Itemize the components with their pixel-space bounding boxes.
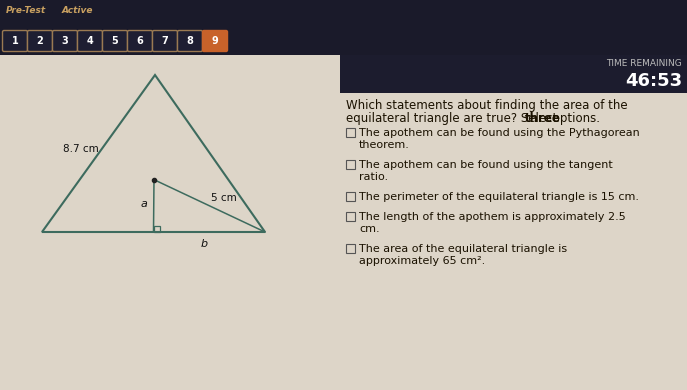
Text: 5 cm: 5 cm (211, 193, 236, 203)
Bar (153, 226, 159, 232)
Text: 7: 7 (161, 36, 168, 46)
Text: Pre-Test: Pre-Test (6, 6, 46, 15)
Text: 1: 1 (12, 36, 19, 46)
Text: theorem.: theorem. (359, 140, 410, 150)
Polygon shape (42, 75, 265, 232)
Text: a: a (141, 199, 148, 209)
Text: 8.7 cm: 8.7 cm (63, 144, 98, 154)
Bar (346, 192, 355, 201)
Text: 4: 4 (87, 36, 93, 46)
FancyBboxPatch shape (78, 30, 102, 51)
Bar (346, 160, 355, 169)
Bar (340, 55, 687, 93)
Text: Active: Active (62, 6, 93, 15)
FancyBboxPatch shape (177, 30, 203, 51)
Text: 3: 3 (62, 36, 69, 46)
FancyBboxPatch shape (153, 30, 177, 51)
Bar (0, 55, 687, 390)
Text: b: b (201, 239, 207, 249)
FancyBboxPatch shape (3, 30, 27, 51)
Bar (346, 128, 355, 137)
Text: Which statements about finding the area of the: Which statements about finding the area … (346, 99, 628, 112)
Text: The area of the equilateral triangle is: The area of the equilateral triangle is (359, 244, 567, 254)
FancyBboxPatch shape (203, 30, 227, 51)
Text: 46:53: 46:53 (625, 72, 682, 90)
Text: The apothem can be found using the tangent: The apothem can be found using the tange… (359, 160, 613, 170)
Text: 6: 6 (137, 36, 144, 46)
Text: The apothem can be found using the Pythagorean: The apothem can be found using the Pytha… (359, 128, 640, 138)
FancyBboxPatch shape (52, 30, 78, 51)
FancyBboxPatch shape (128, 30, 153, 51)
Text: cm.: cm. (359, 224, 380, 234)
Text: ratio.: ratio. (359, 172, 388, 182)
Text: three: three (526, 112, 561, 125)
Bar (346, 212, 355, 221)
Bar (0, 0, 687, 55)
Text: 9: 9 (212, 36, 218, 46)
FancyBboxPatch shape (27, 30, 52, 51)
Text: The length of the apothem is approximately 2.5: The length of the apothem is approximate… (359, 212, 626, 222)
Text: equilateral triangle are true? Select: equilateral triangle are true? Select (346, 112, 561, 125)
Text: 5: 5 (111, 36, 118, 46)
FancyBboxPatch shape (102, 30, 128, 51)
Text: 8: 8 (187, 36, 194, 46)
Text: 2: 2 (36, 36, 43, 46)
Text: TIME REMAINING: TIME REMAINING (606, 59, 682, 68)
Text: approximately 65 cm².: approximately 65 cm². (359, 256, 485, 266)
Bar (346, 244, 355, 253)
Text: The perimeter of the equilateral triangle is 15 cm.: The perimeter of the equilateral triangl… (359, 192, 639, 202)
Text: options.: options. (549, 112, 600, 125)
